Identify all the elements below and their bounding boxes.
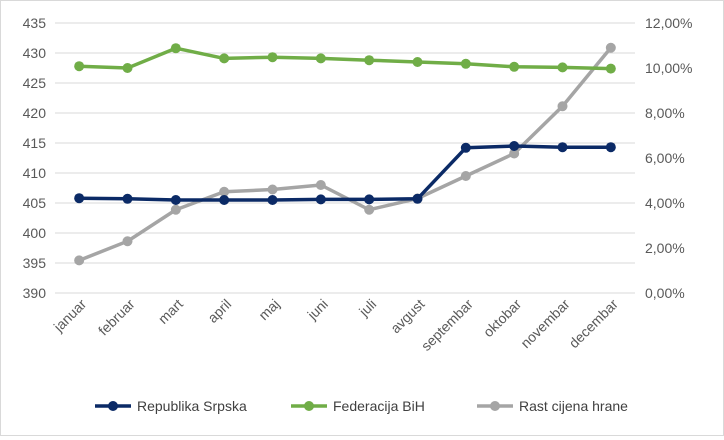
left-tick-label: 425 bbox=[23, 75, 47, 91]
data-point bbox=[364, 194, 375, 205]
data-point bbox=[122, 236, 133, 247]
data-point bbox=[122, 193, 133, 204]
series-line bbox=[79, 144, 611, 202]
legend-item: Rast cijena hrane bbox=[477, 398, 628, 414]
category-labels: januar februar mart april maj juni juli avgusts… bbox=[50, 296, 621, 354]
data-point bbox=[267, 184, 278, 195]
legend-label: Rast cijena hrane bbox=[519, 398, 628, 414]
data-point bbox=[315, 180, 326, 190]
data-point bbox=[509, 141, 520, 151]
data-point bbox=[509, 148, 520, 159]
category-label: februar bbox=[95, 296, 138, 339]
data-point bbox=[74, 193, 85, 204]
data-point bbox=[74, 255, 85, 266]
left-tick-label: 395 bbox=[23, 255, 47, 271]
category-label: mart bbox=[155, 296, 186, 327]
data-point bbox=[364, 204, 375, 215]
category-label: maj bbox=[255, 296, 282, 323]
right-tick-label: 10,00% bbox=[645, 60, 692, 76]
data-point bbox=[219, 195, 230, 205]
right-tick-label: 0,00% bbox=[645, 285, 685, 301]
data-point bbox=[170, 204, 181, 215]
left-tick-label: 435 bbox=[23, 15, 47, 31]
legend-label: Federacija BiH bbox=[333, 398, 425, 414]
data-point bbox=[364, 55, 375, 66]
category-label: avgust bbox=[387, 296, 428, 337]
left-tick-label: 400 bbox=[23, 225, 47, 241]
category-label: septembar bbox=[418, 296, 476, 354]
right-tick-label: 8,00% bbox=[645, 105, 685, 121]
series-line bbox=[78, 46, 613, 263]
category-label: april bbox=[204, 296, 234, 326]
legend-label: Republika Srpska bbox=[137, 398, 247, 414]
data-point bbox=[219, 186, 230, 197]
data-point bbox=[460, 142, 471, 153]
data-point bbox=[605, 142, 616, 153]
category-label: oktobar bbox=[480, 296, 525, 341]
data-point bbox=[460, 58, 471, 69]
category-label: novembar bbox=[517, 296, 573, 352]
left-tick-label: 430 bbox=[23, 45, 47, 61]
legend-marker bbox=[108, 401, 118, 411]
data-point bbox=[74, 61, 85, 72]
left-tick-label: 390 bbox=[23, 285, 47, 301]
data-point bbox=[509, 61, 520, 72]
legend-marker bbox=[304, 401, 314, 411]
right-axis-ticks: 0,00% 2,00% 4,00% 6,00% 8,00% 10,00% 12,00% bbox=[645, 15, 692, 301]
series-republika-srpska bbox=[74, 141, 616, 205]
legend: Republika Srpska Federacija BiH Rast cijen… bbox=[95, 398, 628, 414]
left-tick-label: 410 bbox=[23, 165, 47, 181]
left-axis-ticks: 390 395 400 405 410 415 420 425 430 435 bbox=[23, 15, 47, 301]
data-point bbox=[219, 53, 230, 64]
data-point bbox=[412, 193, 423, 204]
data-point bbox=[315, 53, 326, 64]
series-layer bbox=[74, 42, 616, 266]
legend-item: Federacija BiH bbox=[291, 398, 425, 414]
data-point bbox=[557, 101, 568, 112]
legend-marker bbox=[490, 401, 500, 411]
data-point bbox=[170, 195, 181, 205]
legend-item: Republika Srpska bbox=[95, 398, 247, 414]
right-tick-label: 2,00% bbox=[645, 240, 685, 256]
grid-lines bbox=[55, 22, 635, 294]
data-point bbox=[170, 43, 181, 54]
data-point bbox=[315, 194, 326, 205]
data-point bbox=[605, 42, 616, 53]
category-label: decembar bbox=[566, 296, 622, 352]
category-label: juni bbox=[304, 296, 331, 323]
data-point bbox=[557, 142, 568, 153]
right-tick-label: 12,00% bbox=[645, 15, 692, 31]
data-point bbox=[267, 195, 278, 205]
data-point bbox=[267, 52, 278, 63]
category-label: juli bbox=[355, 296, 379, 320]
data-point bbox=[412, 57, 423, 67]
series-rast-cijena-hrane bbox=[74, 42, 616, 266]
data-point bbox=[122, 63, 133, 73]
series-line bbox=[79, 46, 611, 71]
left-tick-label: 420 bbox=[23, 105, 47, 121]
data-point bbox=[460, 171, 471, 181]
data-point bbox=[605, 63, 616, 74]
category-label: januar bbox=[50, 296, 90, 336]
right-tick-label: 6,00% bbox=[645, 150, 685, 166]
data-point bbox=[557, 62, 568, 73]
left-tick-label: 415 bbox=[23, 135, 47, 151]
left-tick-label: 405 bbox=[23, 195, 47, 211]
right-tick-label: 4,00% bbox=[645, 195, 685, 211]
series-federacija-bih bbox=[74, 43, 616, 74]
